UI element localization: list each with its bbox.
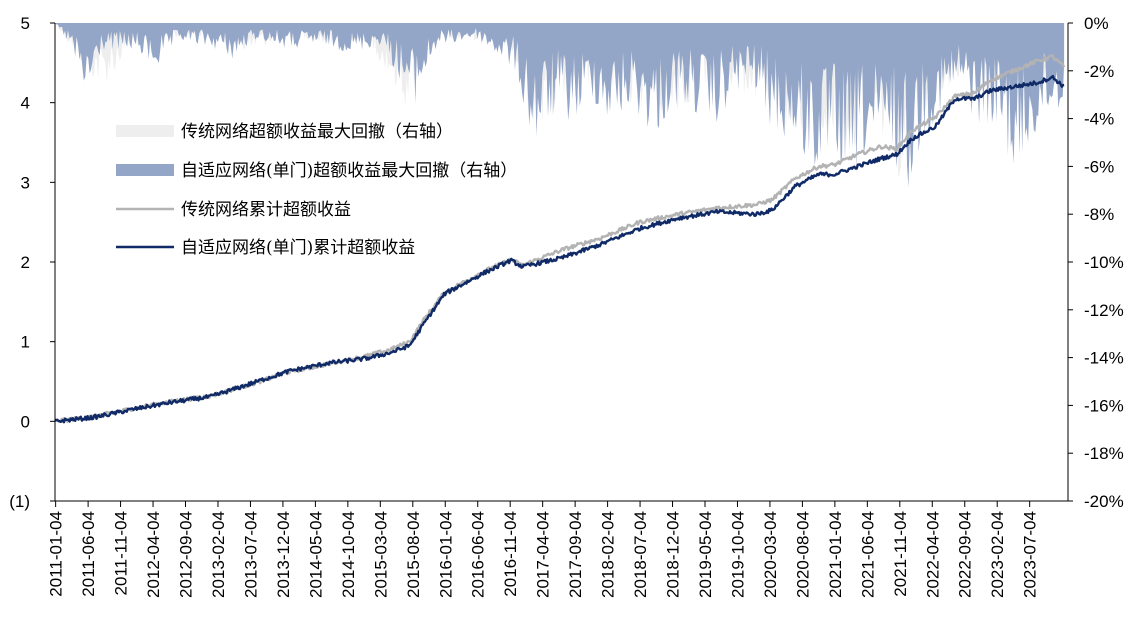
axes: 5 4 3 2 1 0 (1) 0% -2% -4% -6% -8% -10% -12% -14% -16% -…	[9, 14, 1123, 598]
cumulative-line-adaptive	[54, 74, 1065, 424]
legend: 传统网络超额收益最大回撤（右轴） 自适应网络(单门)超额收益最大回撤（右轴） 传统网…	[116, 122, 517, 258]
right-tick-label: -14%	[1084, 349, 1124, 368]
right-tick-label: -18%	[1084, 444, 1124, 463]
left-tick-label: 1	[21, 333, 30, 352]
x-tick-label: 2011-01-04	[47, 511, 66, 597]
x-tick-label: 2014-05-04	[306, 511, 325, 598]
right-tick-label: -6%	[1084, 157, 1114, 176]
right-tick-label: -2%	[1084, 62, 1114, 81]
right-tick-label: -16%	[1084, 396, 1124, 415]
drawdown-area-adaptive	[55, 23, 1065, 188]
x-tick-label: 2011-11-04	[112, 511, 131, 595]
x-tick-label: 2019-10-04	[728, 511, 747, 598]
x-tick-label: 2012-09-04	[177, 511, 196, 598]
legend-label: 传统网络累计超额收益	[181, 200, 351, 220]
right-tick-label: -8%	[1084, 205, 1114, 224]
x-tick-label: 2015-03-04	[371, 511, 390, 598]
x-tick-label: 2014-10-04	[339, 511, 358, 598]
x-tick-label: 2020-08-04	[793, 511, 812, 598]
right-tick-label: -12%	[1084, 301, 1124, 320]
legend-label: 自适应网络(单门)累计超额收益	[181, 238, 415, 258]
excess-return-lines	[54, 54, 1066, 424]
x-tick-label: 2021-11-04	[891, 511, 910, 597]
x-tick-label: 2011-06-04	[79, 511, 98, 597]
drawdown-areas	[55, 23, 1065, 188]
x-tick-label: 2015-08-04	[404, 511, 423, 598]
x-tick-label: 2013-12-04	[274, 511, 293, 598]
x-tick-label: 2016-01-04	[436, 511, 455, 598]
left-tick-label: (1)	[9, 492, 30, 511]
x-tick-label: 2016-06-04	[469, 511, 488, 598]
left-tick-label: 2	[21, 253, 30, 272]
x-tick-label: 2018-07-04	[631, 511, 650, 598]
right-tick-label: -10%	[1084, 253, 1124, 272]
right-tick-label: 0%	[1084, 14, 1109, 33]
x-tick-label: 2022-04-04	[923, 511, 942, 598]
x-tick-label: 2018-02-04	[599, 511, 618, 598]
x-tick-label: 2013-02-04	[209, 511, 228, 598]
x-tick-label: 2021-06-04	[858, 511, 877, 598]
left-tick-label: 4	[21, 94, 30, 113]
legend-label: 传统网络超额收益最大回撤（右轴）	[181, 122, 453, 142]
x-tick-label: 2018-12-04	[664, 511, 683, 598]
x-tick-label: 2023-07-04	[1021, 511, 1040, 598]
x-tick-label: 2017-09-04	[566, 511, 585, 598]
x-tick-label: 2022-09-04	[956, 511, 975, 598]
x-tick-label: 2016-11-04	[501, 511, 520, 597]
left-tick-label: 0	[21, 412, 30, 431]
left-tick-label: 5	[21, 14, 30, 33]
x-tick-label: 2012-04-04	[144, 511, 163, 598]
x-tick-label: 2021-01-04	[826, 511, 845, 598]
x-tick-label: 2020-03-04	[761, 511, 780, 598]
x-tick-label: 2019-05-04	[696, 511, 715, 598]
right-tick-label: -20%	[1084, 492, 1124, 511]
right-tick-label: -4%	[1084, 110, 1114, 129]
x-tick-label: 2017-04-04	[534, 511, 553, 598]
x-tick-label: 2013-07-04	[241, 511, 260, 598]
legend-swatch-area	[116, 164, 174, 176]
x-tick-label: 2023-02-04	[988, 511, 1007, 598]
legend-label: 自适应网络(单门)超额收益最大回撤（右轴）	[181, 161, 517, 181]
legend-swatch-area	[116, 125, 174, 137]
left-tick-label: 3	[21, 173, 30, 192]
